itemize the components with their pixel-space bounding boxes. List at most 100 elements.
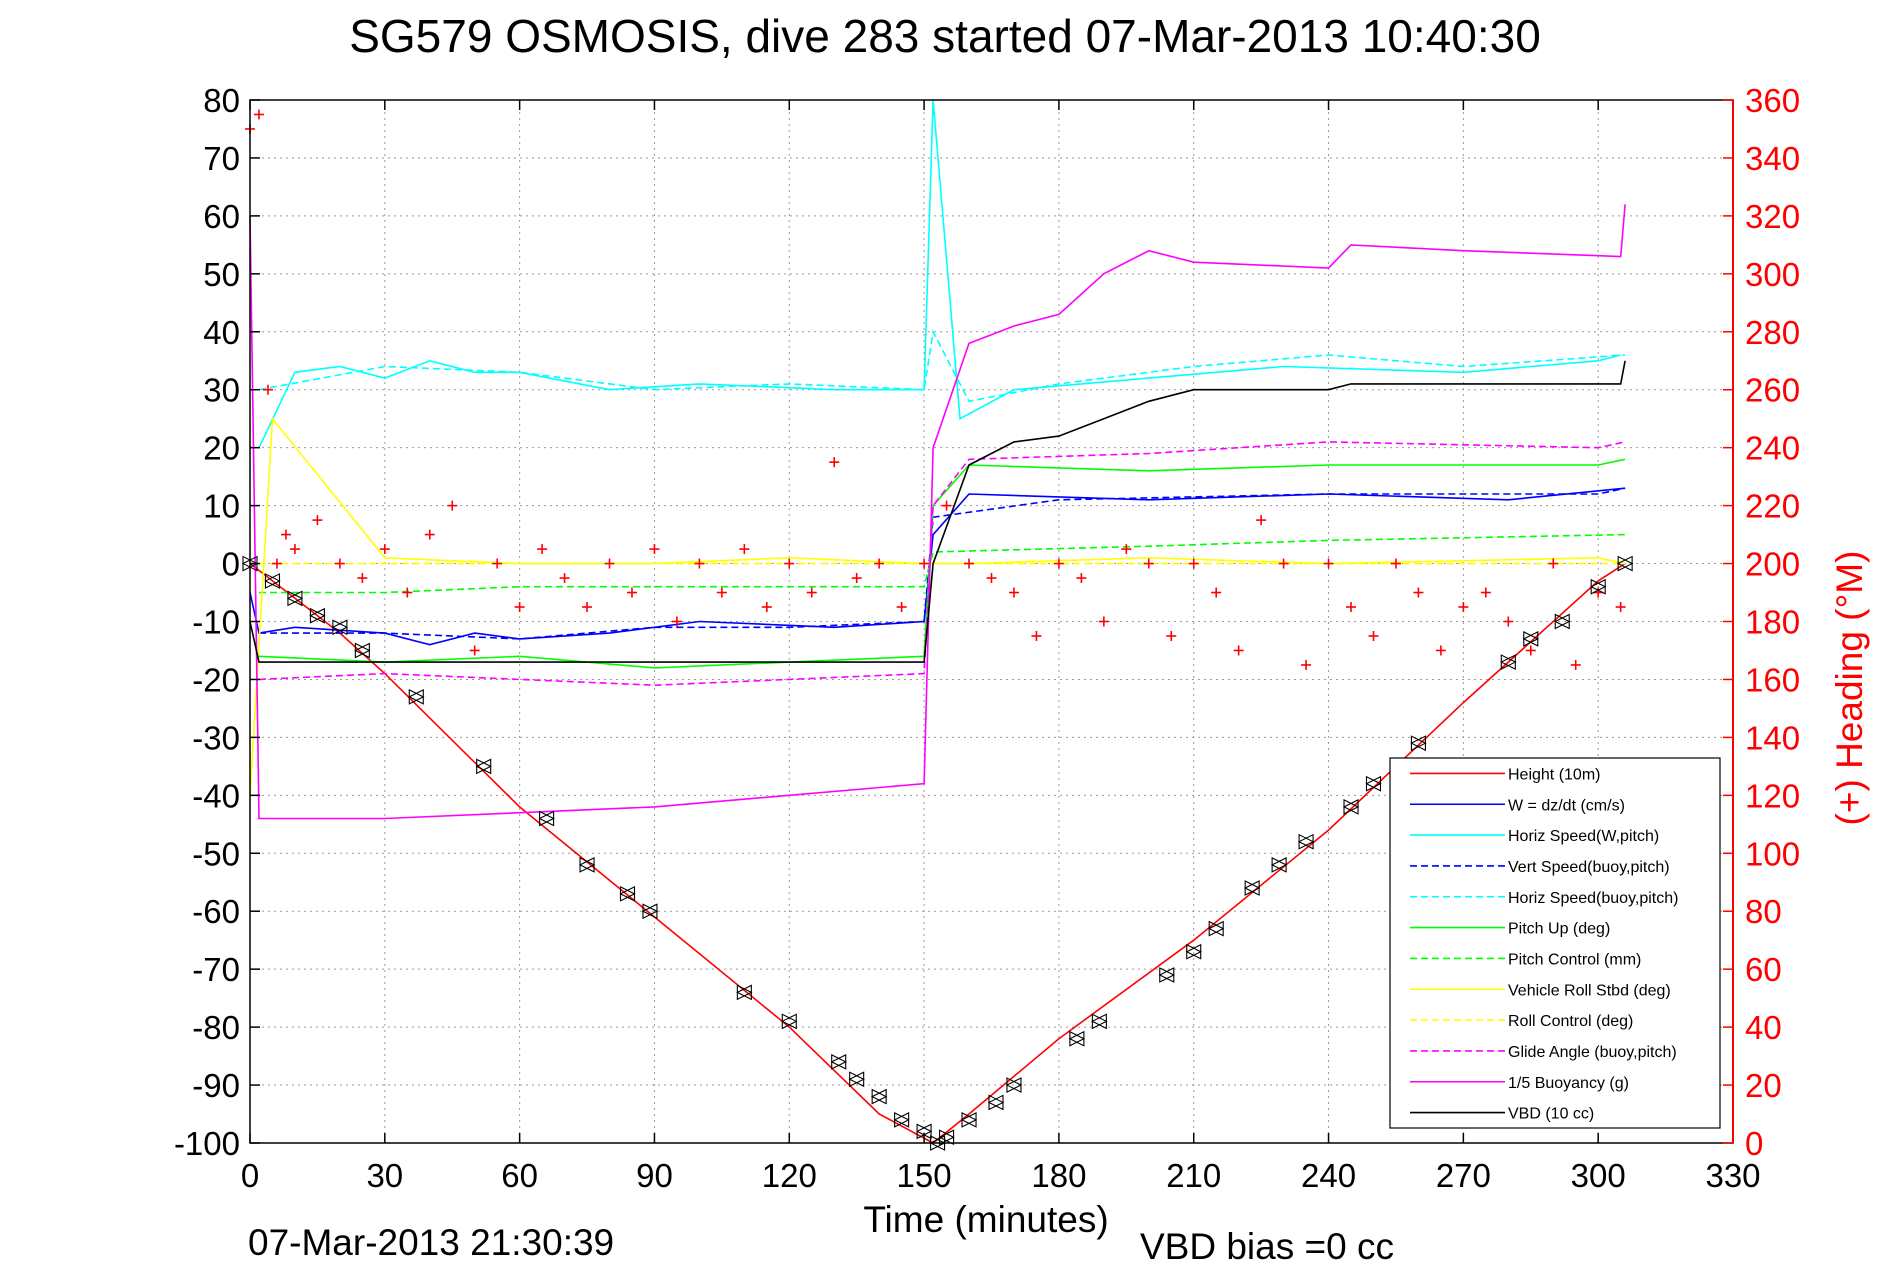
- height-marker-right: [1554, 613, 1571, 630]
- y-tick-label: 50: [203, 256, 240, 293]
- height-marker-left: [1243, 880, 1260, 896]
- y-tick-label: 30: [203, 372, 240, 409]
- height-marker: [1522, 630, 1540, 647]
- height-marker: [830, 1053, 847, 1070]
- height-marker: [1068, 1030, 1086, 1047]
- height-marker: [1158, 967, 1175, 983]
- height-marker-left: [893, 1111, 910, 1128]
- height-marker-left: [1185, 943, 1202, 960]
- x-tick-label: 30: [366, 1157, 403, 1194]
- heading-point: [1435, 645, 1446, 656]
- y2-tick-label: 240: [1745, 430, 1800, 467]
- height-marker: [331, 619, 349, 636]
- heading-point: [253, 109, 264, 120]
- height-marker: [475, 758, 492, 775]
- heading-point: [806, 587, 817, 598]
- heading-point: [604, 558, 615, 569]
- y-tick-label: 0: [222, 546, 240, 583]
- height-marker-left: [1091, 1013, 1107, 1030]
- heading-point: [334, 558, 345, 569]
- height-marker-right: [1410, 735, 1427, 752]
- y2-tick-label: 100: [1745, 835, 1800, 872]
- legend-label-8: Roll Control (deg): [1508, 1013, 1633, 1030]
- y2-tick-label: 340: [1745, 140, 1800, 177]
- y-tick-label: 60: [203, 198, 240, 235]
- height-marker-left: [870, 1088, 887, 1105]
- height-marker-right: [894, 1111, 910, 1128]
- heading-point: [1008, 587, 1019, 598]
- heading-point: [896, 602, 907, 613]
- height-marker: [960, 1111, 978, 1128]
- height-marker-left: [475, 758, 492, 775]
- heading-point: [1031, 630, 1042, 641]
- heading-point: [784, 558, 795, 569]
- height-markers: [241, 555, 1634, 1151]
- y2-tick-label: 320: [1745, 198, 1800, 235]
- height-marker-left: [960, 1111, 977, 1128]
- height-marker: [641, 903, 659, 920]
- y2-tick-label: 80: [1745, 893, 1782, 930]
- height-marker: [1243, 880, 1261, 896]
- heading-point: [1233, 645, 1244, 656]
- heading-point: [537, 544, 548, 555]
- y2-tick-label: 160: [1745, 661, 1800, 698]
- height-marker-left: [1005, 1077, 1022, 1093]
- height-marker-left: [848, 1071, 865, 1088]
- height-marker: [1342, 799, 1360, 815]
- y-tick-label: 70: [203, 140, 240, 177]
- x-tick-label: 90: [636, 1157, 673, 1194]
- heading-point: [582, 602, 593, 613]
- height-marker-left: [1297, 833, 1314, 850]
- height-marker-right: [408, 688, 425, 705]
- y-tick-label: -70: [192, 951, 240, 988]
- heading-point: [1166, 630, 1177, 641]
- heading-point: [1278, 558, 1289, 569]
- heading-point: [289, 544, 300, 555]
- height-marker: [538, 810, 555, 827]
- heading-point: [379, 544, 390, 555]
- heading-point: [671, 616, 682, 627]
- height-marker-right: [1069, 1030, 1086, 1047]
- heading-point: [1368, 630, 1379, 641]
- height-marker-left: [1410, 735, 1426, 752]
- height-marker-left: [286, 590, 303, 607]
- series-line-11: [249, 360, 1626, 663]
- height-marker: [1297, 833, 1315, 850]
- heading-point: [402, 587, 413, 598]
- y2-tick-label: 220: [1745, 488, 1800, 525]
- footer-vbd-bias: VBD bias =0 cc: [1140, 1226, 1394, 1262]
- x-tick-label: 0: [241, 1157, 259, 1194]
- height-marker-right: [736, 984, 753, 1001]
- height-marker-left: [987, 1094, 1004, 1111]
- legend-label-7: Vehicle Roll Stbd (deg): [1508, 982, 1671, 999]
- heading-point: [559, 573, 570, 584]
- legend-box: [1389, 757, 1721, 1129]
- y-tick-label: -30: [192, 719, 240, 756]
- height-marker-left: [938, 1129, 955, 1146]
- y2-tick-label: 200: [1745, 546, 1800, 583]
- height-marker-right: [849, 1071, 865, 1088]
- y-tick-label: -90: [192, 1067, 240, 1104]
- heading-point: [262, 384, 273, 395]
- heading-point: [280, 529, 291, 540]
- y-tick-label: -60: [192, 893, 240, 930]
- height-marker-left: [309, 607, 325, 624]
- height-marker: [893, 1111, 910, 1128]
- legend-label-1: W = dz/dt (cm/s): [1508, 797, 1625, 814]
- heading-point: [1121, 544, 1132, 555]
- height-marker: [848, 1071, 865, 1088]
- height-marker: [264, 573, 281, 589]
- height-marker-left: [1158, 967, 1175, 983]
- height-marker-right: [539, 810, 555, 827]
- height-marker-left: [1554, 613, 1570, 630]
- x-tick-label: 240: [1301, 1157, 1356, 1194]
- height-marker-right: [1159, 967, 1175, 983]
- height-marker: [781, 1013, 798, 1030]
- heading-point: [271, 558, 282, 569]
- height-marker-left: [1616, 555, 1633, 572]
- x-tick-label: 150: [897, 1157, 952, 1194]
- heading-point: [1390, 558, 1401, 569]
- height-marker: [1207, 920, 1225, 937]
- y-tick-label: 20: [203, 430, 240, 467]
